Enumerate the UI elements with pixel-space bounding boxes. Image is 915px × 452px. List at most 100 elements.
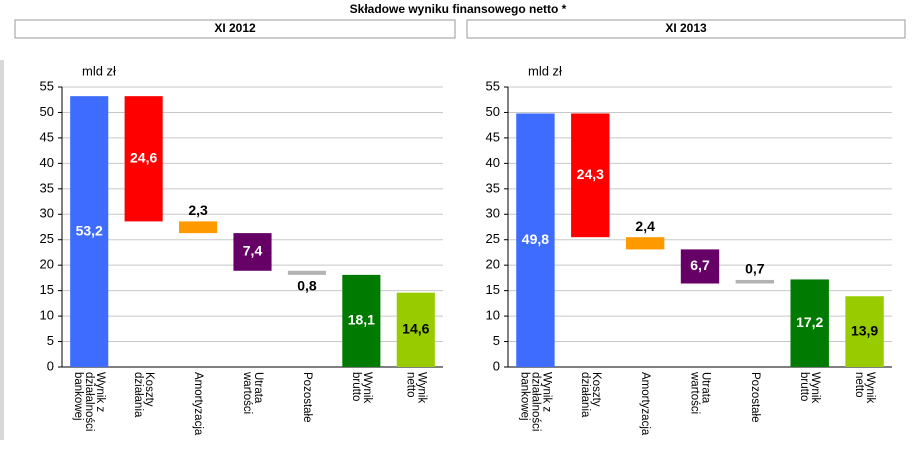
- x-tick-label-group: Amortyzacja: [639, 372, 651, 436]
- x-tick-label: działania: [132, 372, 144, 418]
- value-label: 2,3: [188, 202, 208, 218]
- x-tick-label: brutto: [350, 372, 362, 401]
- header-box: [466, 19, 906, 39]
- y-tick-label: 15: [486, 282, 500, 297]
- y-tick-label: 10: [486, 308, 500, 323]
- y-tick-label: 20: [486, 257, 500, 272]
- x-tick-label: Koszty: [143, 372, 155, 407]
- x-tick-label: Wynik: [415, 372, 427, 403]
- y-tick-label: 0: [493, 358, 500, 373]
- bar: [845, 296, 884, 367]
- bar: [179, 221, 218, 234]
- value-label: 7,4: [243, 243, 263, 259]
- y-tick-label: 30: [40, 206, 54, 221]
- bar: [233, 233, 272, 271]
- y-tick-label: 25: [40, 231, 54, 246]
- bar: [342, 274, 381, 367]
- x-tick-label: Wynik z: [540, 372, 552, 412]
- y-axis-label: mld zł: [528, 63, 562, 78]
- x-tick-label: działalności: [529, 372, 541, 431]
- y-tick-label: 45: [40, 129, 54, 144]
- value-label: 0,8: [297, 278, 317, 294]
- x-tick-label: Wynik z: [94, 372, 106, 412]
- x-tick-label: działania: [579, 372, 591, 418]
- x-tick-label: Amortyzacja: [639, 372, 651, 436]
- y-tick-label: 40: [486, 155, 500, 170]
- y-tick-label: 10: [40, 308, 54, 323]
- x-tick-label-group: Pozostałe: [301, 372, 313, 423]
- y-tick-label: 5: [493, 333, 500, 348]
- x-tick-label: wartości: [241, 371, 253, 414]
- bar: [625, 237, 665, 250]
- x-tick-label: bankowej: [72, 372, 84, 421]
- x-tick-label: netto: [853, 372, 865, 398]
- y-tick-label: 50: [40, 104, 54, 119]
- x-tick-label: Wynik: [809, 372, 821, 403]
- page-title: Składowe wyniku finansowego netto *: [350, 2, 567, 16]
- x-tick-label: Wynik: [864, 372, 876, 403]
- value-label: 49,8: [522, 231, 549, 247]
- chart-title: XI 2013: [665, 21, 707, 35]
- value-label: 2,4: [635, 218, 655, 234]
- header-box: [14, 19, 456, 39]
- x-tick-label: działalności: [83, 372, 95, 431]
- y-tick-label: 55: [40, 78, 54, 93]
- value-label: 17,2: [796, 314, 823, 330]
- x-tick-label: Pozostałe: [749, 372, 761, 423]
- bar: [124, 96, 163, 222]
- value-label: 13,9: [851, 322, 878, 338]
- y-tick-label: 35: [486, 180, 500, 195]
- y-axis-label: mld zł: [82, 63, 116, 78]
- y-tick-label: 20: [40, 257, 54, 272]
- x-tick-label: Amortyzacja: [192, 372, 204, 436]
- x-tick-label: bankowej: [518, 372, 530, 421]
- bar: [396, 292, 435, 367]
- y-tick-label: 15: [40, 282, 54, 297]
- bar: [516, 113, 555, 368]
- bar: [680, 249, 720, 284]
- y-tick-label: 0: [47, 358, 54, 373]
- value-label: 24,3: [577, 166, 604, 182]
- x-tick-label: Wynik: [361, 372, 373, 403]
- value-label: 14,6: [402, 321, 429, 337]
- x-tick-label: Pozostałe: [301, 372, 313, 423]
- y-tick-label: 35: [40, 180, 54, 195]
- y-tick-label: 55: [486, 78, 500, 93]
- x-tick-label-group: Amortyzacja: [192, 372, 204, 436]
- value-label: 0,7: [745, 261, 765, 277]
- y-tick-label: 5: [47, 333, 54, 348]
- bar: [571, 113, 610, 238]
- chart-title: XI 2012: [214, 21, 256, 35]
- bar: [735, 279, 775, 284]
- bar: [70, 96, 109, 367]
- value-label: 24,6: [130, 149, 157, 165]
- bar: [287, 270, 326, 275]
- value-label: 18,1: [348, 312, 375, 328]
- value-label: 53,2: [76, 222, 103, 238]
- x-tick-label: Utrata: [699, 372, 711, 404]
- x-tick-label: brutto: [798, 372, 810, 401]
- x-tick-label: Utrata: [252, 372, 264, 404]
- y-tick-label: 50: [486, 104, 500, 119]
- x-tick-label-group: Pozostałe: [749, 372, 761, 423]
- x-tick-label: Koszty: [590, 372, 602, 407]
- y-tick-label: 30: [486, 206, 500, 221]
- side-strip: [0, 60, 4, 440]
- y-tick-label: 25: [486, 231, 500, 246]
- value-label: 6,7: [690, 257, 710, 273]
- bar: [790, 279, 829, 367]
- y-tick-label: 40: [40, 155, 54, 170]
- x-tick-label: wartości: [688, 371, 700, 414]
- x-tick-label: netto: [404, 372, 416, 398]
- y-tick-label: 45: [486, 129, 500, 144]
